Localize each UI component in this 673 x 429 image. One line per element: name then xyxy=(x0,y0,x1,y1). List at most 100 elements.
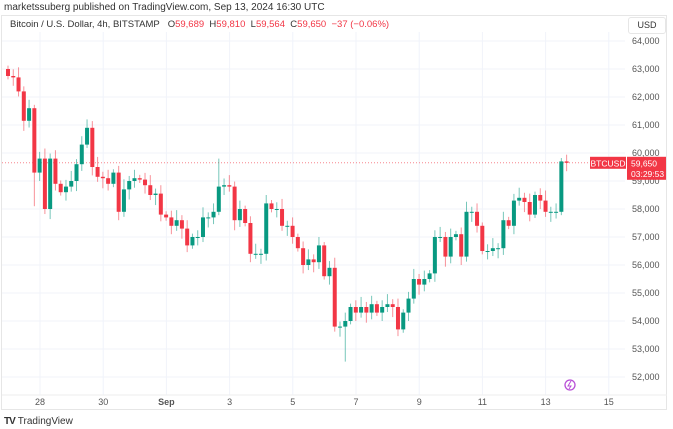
change-value: −37 (−0.06%) xyxy=(331,19,390,30)
bullish-candle xyxy=(27,108,32,121)
bullish-candle xyxy=(74,164,79,181)
price-tick-label: 52,000 xyxy=(632,372,660,382)
symbol-tag-label: BTCUSD xyxy=(591,158,626,168)
low-value: 59,564 xyxy=(255,19,285,30)
price-tick-label: 57,000 xyxy=(632,232,660,242)
bearish-candle xyxy=(390,304,395,307)
time-tick-label: 30 xyxy=(98,397,108,407)
bearish-candle xyxy=(295,237,300,249)
bearish-candle xyxy=(527,202,532,215)
bullish-candle xyxy=(200,217,205,237)
time-tick-label: 5 xyxy=(290,397,295,407)
bullish-candle xyxy=(258,253,263,255)
bearish-candle xyxy=(116,172,121,212)
bearish-candle xyxy=(227,185,232,187)
bearish-candle xyxy=(475,211,480,226)
currency-button[interactable]: USD xyxy=(628,17,666,34)
bullish-candle xyxy=(37,158,42,173)
bullish-candle xyxy=(501,220,506,249)
bullish-candle xyxy=(427,273,432,279)
open-value: 59,689 xyxy=(175,19,205,30)
bearish-candle xyxy=(395,307,400,330)
bearish-candle xyxy=(538,195,543,201)
bearish-candle xyxy=(143,179,148,186)
last-price-tag xyxy=(627,156,666,180)
bearish-candle xyxy=(543,200,548,212)
symbol-tag xyxy=(590,156,626,169)
bullish-candle xyxy=(432,237,437,274)
bearish-candle xyxy=(443,237,448,257)
bearish-candle xyxy=(53,158,58,184)
time-tick-label: 9 xyxy=(417,397,422,407)
bullish-candle xyxy=(79,144,84,165)
bullish-candle xyxy=(285,225,290,227)
bullish-candle xyxy=(216,186,221,212)
bearish-candle xyxy=(58,183,63,193)
bearish-candle xyxy=(100,176,105,179)
bullish-candle xyxy=(464,211,469,257)
time-tick-label: Sep xyxy=(158,397,175,407)
bearish-candle xyxy=(522,197,527,202)
price-tick-label: 56,000 xyxy=(632,260,660,270)
bullish-candle xyxy=(359,307,364,313)
bullish-candle xyxy=(338,326,343,328)
bullish-candle xyxy=(63,186,68,193)
bearish-candle xyxy=(280,209,285,226)
bullish-candle xyxy=(206,217,211,219)
time-tick-label: 11 xyxy=(478,397,487,407)
time-tick-label: 13 xyxy=(541,397,551,407)
high-value: 59,810 xyxy=(216,19,246,30)
bullish-candle xyxy=(369,304,374,313)
bullish-candle xyxy=(132,178,137,181)
lightning-glyph-icon xyxy=(567,380,572,390)
bearish-candle xyxy=(480,225,485,251)
bearish-candle xyxy=(301,248,306,265)
bullish-candle xyxy=(517,197,522,201)
close-value: 59,650 xyxy=(297,19,327,30)
bullish-candle xyxy=(127,181,132,190)
bar-countdown-label: 03:29:53 xyxy=(631,169,664,179)
bullish-candle xyxy=(559,161,564,212)
time-tick-label: 28 xyxy=(35,397,45,407)
tv-logo-icon: TV xyxy=(4,416,16,427)
bullish-candle xyxy=(343,321,348,327)
bearish-candle xyxy=(106,178,111,184)
last-price-label: 59,650 xyxy=(631,158,657,168)
bullish-candle xyxy=(190,237,195,246)
bearish-candle xyxy=(16,77,21,92)
bearish-candle xyxy=(95,167,100,177)
bearish-candle xyxy=(32,108,37,173)
bullish-candle xyxy=(237,209,242,221)
bullish-candle xyxy=(85,127,90,145)
price-tick-label: 58,000 xyxy=(632,204,660,214)
bullish-candle xyxy=(274,209,279,210)
bullish-candle xyxy=(533,195,537,215)
bearish-candle xyxy=(290,225,295,237)
bullish-candle xyxy=(385,304,390,307)
bearish-candle xyxy=(269,203,274,209)
bearish-candle xyxy=(11,76,16,78)
bullish-candle xyxy=(411,279,416,299)
bullish-candle xyxy=(222,185,227,187)
price-tick-label: 55,000 xyxy=(632,288,660,298)
bullish-candle xyxy=(174,220,179,226)
bearish-candle xyxy=(322,245,327,277)
bullish-candle xyxy=(401,312,406,330)
bullish-candle xyxy=(316,245,321,263)
bearish-candle xyxy=(185,228,190,246)
chart-frame xyxy=(1,15,667,410)
price-tick-label: 60,000 xyxy=(632,148,660,158)
bullish-candle xyxy=(380,307,385,313)
price-tick-label: 53,000 xyxy=(632,344,660,354)
bullish-candle xyxy=(548,211,553,213)
bullish-candle xyxy=(448,237,453,257)
bearish-candle xyxy=(6,69,10,76)
bearish-candle xyxy=(164,214,169,218)
time-tick-label: 15 xyxy=(604,397,614,407)
bearish-candle xyxy=(21,91,26,121)
bullish-candle xyxy=(348,307,353,321)
publisher-info: marketssuberg published on TradingView.c… xyxy=(4,2,325,13)
bullish-candle xyxy=(327,267,332,277)
bullish-candle xyxy=(422,279,427,285)
